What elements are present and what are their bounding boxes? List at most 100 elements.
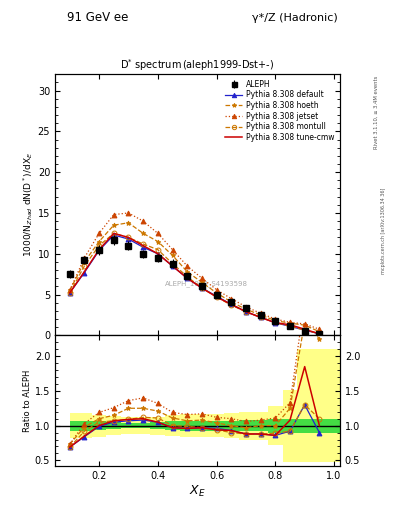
Pythia 8.308 jetset (82, 255, 87, 261)
Pythia 8.308 jetset (317, 326, 322, 332)
Pythia 8.308 montull (288, 323, 292, 329)
Y-axis label: 1000/N$_{Zhad}$ dN(D$^*$)/dX$_E$: 1000/N$_{Zhad}$ dN(D$^*$)/dX$_E$ (21, 152, 35, 258)
Pythia 8.308 jetset (97, 230, 101, 237)
Pythia 8.308 hoeth (67, 287, 72, 293)
Pythia 8.308 montull (111, 230, 116, 237)
Pythia 8.308 hoeth (273, 317, 278, 324)
Pythia 8.308 hoeth (258, 312, 263, 318)
Pythia 8.308 montull (244, 309, 248, 315)
Pythia 8.308 default (200, 285, 204, 291)
Pythia 8.308 default (82, 269, 87, 275)
Pythia 8.308 montull (156, 247, 160, 253)
Pythia 8.308 default (244, 309, 248, 315)
Pythia 8.308 jetset (273, 316, 278, 322)
Pythia 8.308 default (258, 314, 263, 321)
Pythia 8.308 tune-cmw (97, 247, 101, 253)
Pythia 8.308 default (214, 293, 219, 299)
Pythia 8.308 montull (126, 234, 131, 241)
Pythia 8.308 jetset (258, 310, 263, 316)
Pythia 8.308 default (302, 327, 307, 333)
Pythia 8.308 hoeth (229, 299, 233, 305)
Pythia 8.308 default (185, 275, 189, 281)
Pythia 8.308 tune-cmw (302, 326, 307, 332)
Pythia 8.308 jetset (288, 319, 292, 326)
Pythia 8.308 default (229, 301, 233, 307)
Pythia 8.308 default (170, 263, 175, 269)
Pythia 8.308 jetset (111, 211, 116, 218)
Pythia 8.308 montull (97, 243, 101, 249)
Pythia 8.308 tune-cmw (67, 290, 72, 296)
Pythia 8.308 tune-cmw (317, 331, 322, 337)
Pythia 8.308 montull (82, 263, 87, 269)
Pythia 8.308 tune-cmw (141, 243, 145, 249)
Pythia 8.308 default (97, 247, 101, 253)
Pythia 8.308 montull (258, 314, 263, 321)
Pythia 8.308 hoeth (185, 269, 189, 275)
Pythia 8.308 jetset (156, 230, 160, 237)
Text: γ*/Z (Hadronic): γ*/Z (Hadronic) (252, 13, 338, 23)
Pythia 8.308 montull (214, 294, 219, 300)
Text: mcplots.cern.ch [arXiv:1306.34 36]: mcplots.cern.ch [arXiv:1306.34 36] (381, 187, 386, 273)
Title: D$^{*}$ spectrum$\,$(aleph1999-Dst+-): D$^{*}$ spectrum$\,$(aleph1999-Dst+-) (120, 57, 275, 73)
Pythia 8.308 tune-cmw (258, 314, 263, 321)
Text: Rivet 3.1.10, ≥ 3.4M events: Rivet 3.1.10, ≥ 3.4M events (374, 76, 379, 150)
Pythia 8.308 tune-cmw (244, 309, 248, 315)
Pythia 8.308 jetset (170, 247, 175, 253)
Pythia 8.308 tune-cmw (111, 230, 116, 237)
Text: 91 GeV ee: 91 GeV ee (67, 11, 128, 25)
Pythia 8.308 default (126, 236, 131, 242)
Pythia 8.308 jetset (185, 263, 189, 269)
Pythia 8.308 montull (273, 319, 278, 326)
Pythia 8.308 tune-cmw (214, 294, 219, 300)
Pythia 8.308 jetset (302, 321, 307, 327)
Pythia 8.308 tune-cmw (273, 319, 278, 326)
Pythia 8.308 montull (302, 327, 307, 333)
Pythia 8.308 default (288, 323, 292, 329)
Pythia 8.308 montull (170, 261, 175, 267)
Pythia 8.308 montull (185, 273, 189, 280)
X-axis label: $X_E$: $X_E$ (189, 483, 206, 499)
Pythia 8.308 hoeth (244, 306, 248, 312)
Pythia 8.308 tune-cmw (170, 263, 175, 269)
Line: Pythia 8.308 tune-cmw: Pythia 8.308 tune-cmw (70, 233, 320, 334)
Pythia 8.308 montull (317, 330, 322, 336)
Y-axis label: Ratio to ALEPH: Ratio to ALEPH (23, 370, 32, 432)
Pythia 8.308 montull (141, 241, 145, 247)
Pythia 8.308 hoeth (97, 239, 101, 245)
Line: Pythia 8.308 default: Pythia 8.308 default (67, 232, 322, 336)
Pythia 8.308 tune-cmw (200, 285, 204, 291)
Pythia 8.308 hoeth (214, 290, 219, 296)
Pythia 8.308 hoeth (126, 220, 131, 226)
Pythia 8.308 hoeth (111, 222, 116, 228)
Pythia 8.308 jetset (200, 275, 204, 281)
Pythia 8.308 hoeth (82, 259, 87, 265)
Pythia 8.308 montull (67, 290, 72, 296)
Bar (305, 349, 349, 462)
Pythia 8.308 jetset (244, 304, 248, 310)
Pythia 8.308 default (317, 331, 322, 337)
Legend: ALEPH, Pythia 8.308 default, Pythia 8.308 hoeth, Pythia 8.308 jetset, Pythia 8.3: ALEPH, Pythia 8.308 default, Pythia 8.30… (224, 78, 336, 143)
Pythia 8.308 default (156, 251, 160, 257)
Pythia 8.308 default (141, 244, 145, 250)
Pythia 8.308 hoeth (302, 322, 307, 328)
Pythia 8.308 tune-cmw (126, 234, 131, 241)
Pythia 8.308 jetset (141, 218, 145, 224)
Line: Pythia 8.308 montull: Pythia 8.308 montull (67, 231, 322, 336)
Pythia 8.308 tune-cmw (229, 301, 233, 307)
Pythia 8.308 tune-cmw (288, 322, 292, 328)
Bar (305, 419, 349, 433)
Pythia 8.308 jetset (214, 287, 219, 293)
Pythia 8.308 montull (200, 285, 204, 291)
Pythia 8.308 hoeth (288, 320, 292, 326)
Pythia 8.308 default (273, 319, 278, 326)
Text: ALEPH_1999_S4193598: ALEPH_1999_S4193598 (165, 280, 248, 287)
Pythia 8.308 jetset (67, 287, 72, 293)
Pythia 8.308 hoeth (317, 329, 322, 335)
Line: Pythia 8.308 hoeth: Pythia 8.308 hoeth (67, 220, 322, 334)
Pythia 8.308 hoeth (200, 279, 204, 285)
Pythia 8.308 montull (229, 302, 233, 308)
Pythia 8.308 hoeth (141, 230, 145, 237)
Pythia 8.308 default (67, 290, 72, 296)
Pythia 8.308 tune-cmw (156, 251, 160, 257)
Pythia 8.308 hoeth (170, 252, 175, 259)
